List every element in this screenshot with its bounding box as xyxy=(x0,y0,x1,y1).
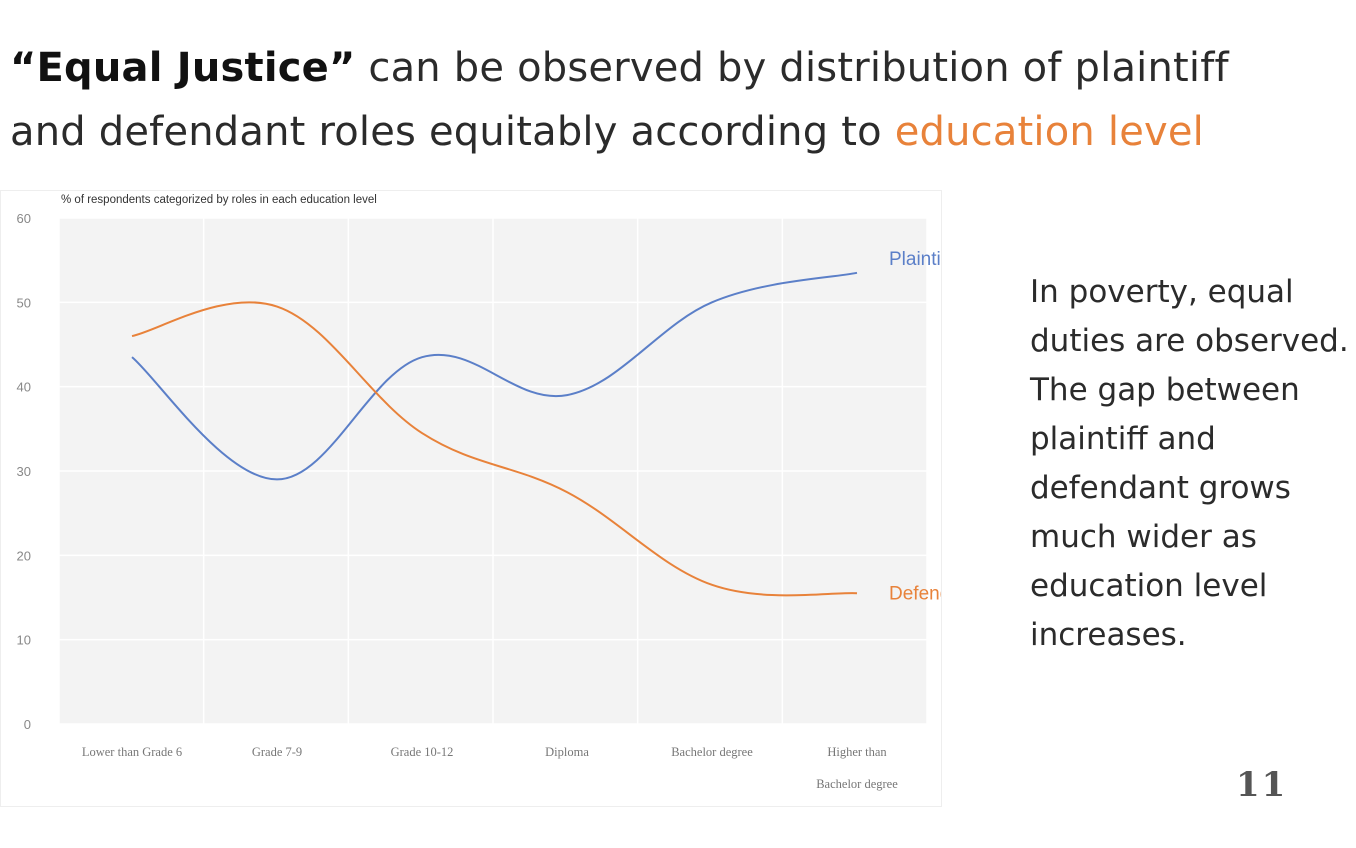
x-tick-label: Higher than xyxy=(827,745,887,759)
commentary-line: The gap between xyxy=(1030,372,1300,408)
y-tick-label: 50 xyxy=(17,295,31,310)
y-tick-label: 10 xyxy=(17,633,31,648)
y-tick-label: 40 xyxy=(17,380,31,395)
series-line-defendant xyxy=(131,301,858,597)
x-tick-label: Grade 7-9 xyxy=(252,745,302,759)
headline-quote: “Equal Justice” xyxy=(10,45,356,91)
series-labels: Plaintiff Defendant xyxy=(889,249,941,604)
series-label-plaintiff: Plaintiff xyxy=(889,249,941,270)
page-number: 11 xyxy=(1236,765,1288,805)
x-tick-label: Bachelor degree xyxy=(816,777,898,791)
slide-headline: “Equal Justice” can be observed by distr… xyxy=(10,36,1310,164)
x-tick-label: Bachelor degree xyxy=(671,745,753,759)
commentary-line: education level xyxy=(1030,568,1268,604)
commentary-line: defendant grows xyxy=(1030,470,1291,506)
chart-title: % of respondents categorized by roles in… xyxy=(61,194,377,206)
commentary-line: duties are observed. xyxy=(1030,323,1349,359)
grid-lines xyxy=(58,217,928,725)
x-tick-label: Lower than Grade 6 xyxy=(82,745,182,759)
series-label-defendant: Defendant xyxy=(889,583,941,604)
x-tick-label: Grade 10-12 xyxy=(391,745,454,759)
chart-container: % of respondents categorized by roles in… xyxy=(0,190,942,807)
y-tick-label: 20 xyxy=(17,548,31,563)
x-tick-label: Diploma xyxy=(545,745,589,759)
y-axis-ticks: 0 10 20 30 40 50 60 xyxy=(17,211,31,732)
x-axis-ticks: Lower than Grade 6 Grade 7-9 Grade 10-12 Di… xyxy=(82,745,898,791)
headline-body: can be observed by distribution of plain… xyxy=(10,45,1229,155)
y-tick-label: 30 xyxy=(17,464,31,479)
line-chart: % of respondents categorized by roles in… xyxy=(17,194,941,791)
commentary-line: increases. xyxy=(1030,617,1187,653)
commentary-line: much wider as xyxy=(1030,519,1257,555)
commentary-line: plaintiff and xyxy=(1030,421,1216,457)
commentary-line: In poverty, equal xyxy=(1030,274,1294,310)
y-tick-label: 60 xyxy=(17,211,31,226)
headline-accent: education level xyxy=(894,109,1204,155)
series-line-plaintiff xyxy=(131,271,858,481)
commentary-text: In poverty, equal duties are observed. The… xyxy=(1030,268,1350,660)
y-tick-label: 0 xyxy=(24,717,31,732)
series-lines xyxy=(131,271,858,597)
